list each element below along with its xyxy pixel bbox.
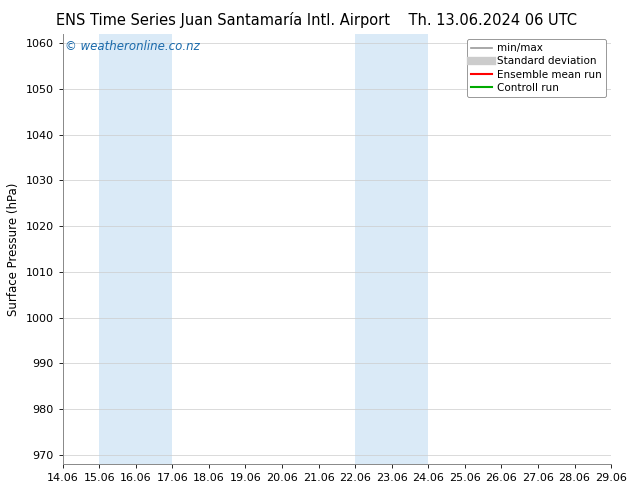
Text: ENS Time Series Juan Santamaría Intl. Airport    Th. 13.06.2024 06 UTC: ENS Time Series Juan Santamaría Intl. Ai… xyxy=(56,12,578,28)
Bar xyxy=(355,34,429,464)
Text: © weatheronline.co.nz: © weatheronline.co.nz xyxy=(65,40,200,53)
Legend: min/max, Standard deviation, Ensemble mean run, Controll run: min/max, Standard deviation, Ensemble me… xyxy=(467,39,606,97)
Y-axis label: Surface Pressure (hPa): Surface Pressure (hPa) xyxy=(7,182,20,316)
Bar xyxy=(99,34,172,464)
